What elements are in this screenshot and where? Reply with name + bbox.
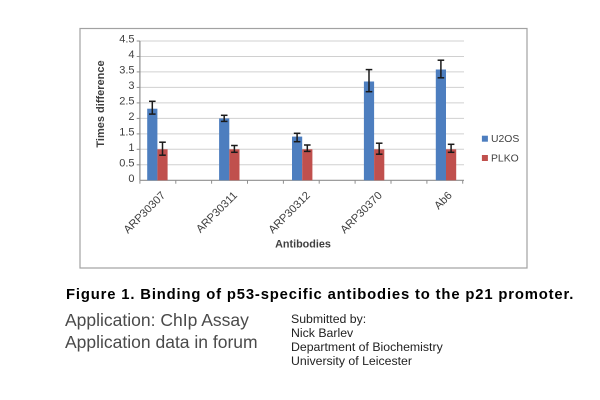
svg-text:PLKO: PLKO — [491, 153, 519, 164]
svg-text:U2OS: U2OS — [491, 134, 519, 145]
svg-text:1.5: 1.5 — [119, 126, 134, 138]
svg-text:0.5: 0.5 — [119, 157, 134, 169]
svg-text:3.5: 3.5 — [119, 64, 134, 76]
svg-text:4.5: 4.5 — [119, 34, 134, 46]
svg-text:3: 3 — [128, 80, 134, 92]
svg-text:Times difference: Times difference — [95, 60, 107, 147]
svg-text:4: 4 — [128, 49, 134, 61]
svg-text:1: 1 — [128, 142, 134, 154]
svg-text:2: 2 — [128, 111, 134, 123]
svg-text:0: 0 — [128, 173, 134, 185]
svg-text:2.5: 2.5 — [119, 95, 134, 107]
svg-text:Antibodies: Antibodies — [275, 239, 331, 251]
